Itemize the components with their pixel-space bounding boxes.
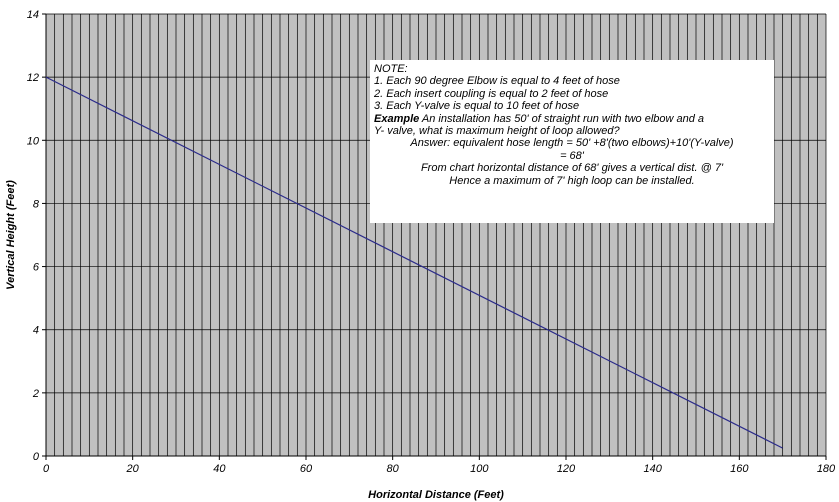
note-answer-result: = 68' bbox=[560, 149, 584, 162]
x-tick-label: 160 bbox=[730, 463, 749, 475]
x-axis-label: Horizontal Distance (Feet) bbox=[368, 489, 504, 501]
y-tick-label: 12 bbox=[27, 72, 39, 84]
note-conclusion: From chart horizontal distance of 68' gi… bbox=[420, 162, 724, 175]
series-group bbox=[45, 76, 783, 449]
note-conclusion-result: Hence a maximum of 7' high loop can be i… bbox=[449, 174, 695, 187]
y-tick-labels: 0 2 4 6 8 10 12 14 bbox=[27, 9, 46, 463]
x-tick-label: 0 bbox=[43, 463, 50, 475]
y-tick-label: 6 bbox=[33, 262, 40, 274]
y-tick-label: 10 bbox=[27, 135, 40, 147]
y-tick-label: 0 bbox=[33, 451, 40, 463]
note-item-y-valve: 3. Each Y-valve is equal to 10 feet of h… bbox=[374, 100, 580, 113]
series-line bbox=[45, 76, 783, 449]
note-example: Example An installation has 50' of strai… bbox=[374, 113, 770, 125]
note-answer: Answer: equivalent hose length = 50' +8'… bbox=[410, 137, 734, 150]
note-box: NOTE: 1. Each 90 degree Elbow is equal t… bbox=[370, 60, 774, 223]
x-tick-label: 40 bbox=[213, 463, 226, 475]
y-tick-label: 8 bbox=[33, 198, 40, 210]
y-tick-label: 14 bbox=[27, 9, 39, 21]
x-tick-label: 180 bbox=[817, 463, 836, 475]
x-tick-label: 20 bbox=[126, 463, 140, 475]
y-tick-label: 2 bbox=[32, 388, 39, 400]
y-tick-label: 4 bbox=[33, 325, 39, 337]
axes bbox=[45, 14, 826, 457]
note-example-question: Y- valve, what is maximum height of loop… bbox=[374, 125, 620, 138]
y-axis-label: Vertical Height (Feet) bbox=[5, 180, 17, 290]
note-item-coupling: 2. Each insert coupling is equal to 2 fe… bbox=[374, 87, 609, 100]
note-item-elbow: 1. Each 90 degree Elbow is equal to 4 fe… bbox=[374, 75, 620, 88]
note-heading: NOTE: bbox=[374, 63, 408, 75]
x-tick-label: 100 bbox=[470, 463, 489, 475]
x-tick-label: 140 bbox=[643, 463, 662, 475]
note-example-label: Example bbox=[374, 112, 420, 125]
note-example-text: An installation has 50' of straight run … bbox=[419, 112, 705, 125]
x-tick-labels: 0 20 40 60 80 100 120 140 160 180 bbox=[43, 456, 836, 475]
x-tick-label: 120 bbox=[557, 463, 576, 475]
x-tick-label: 80 bbox=[387, 463, 400, 475]
x-tick-label: 60 bbox=[300, 463, 313, 475]
